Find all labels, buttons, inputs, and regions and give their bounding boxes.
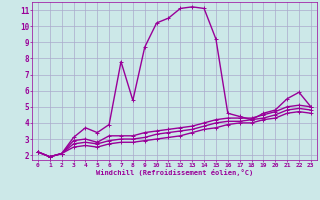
X-axis label: Windchill (Refroidissement éolien,°C): Windchill (Refroidissement éolien,°C): [96, 169, 253, 176]
